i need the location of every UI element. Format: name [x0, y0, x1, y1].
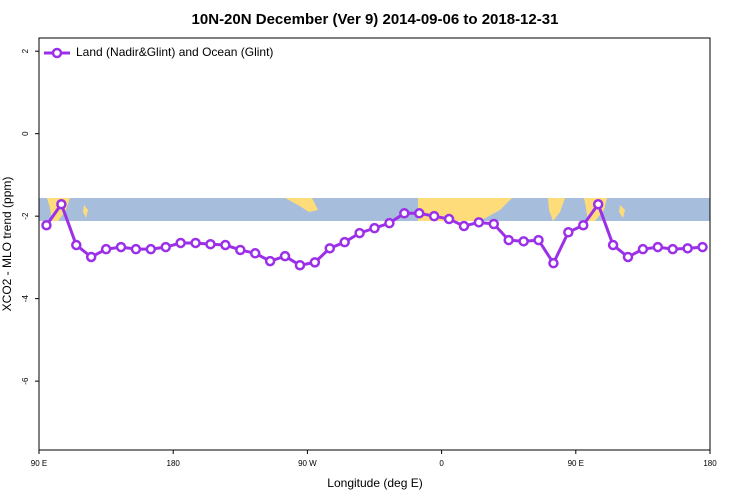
data-point: [71, 239, 82, 251]
x-tick-label: 90 E: [568, 459, 584, 468]
map-strip: [39, 198, 710, 221]
data-point: [56, 198, 67, 210]
data-point: [548, 257, 559, 269]
data-point: [220, 239, 231, 251]
data-point: [115, 241, 127, 253]
x-tick-label: 90 W: [298, 459, 317, 468]
data-point: [503, 234, 514, 246]
data-point: [190, 237, 201, 249]
y-tick-label: -6: [21, 377, 30, 385]
data-point: [607, 239, 619, 251]
plot-frame: [38, 37, 711, 451]
data-point: [369, 222, 380, 234]
data-point: [175, 237, 186, 249]
data-point: [578, 219, 589, 231]
x-tick-label: 180: [167, 459, 181, 468]
data-point: [488, 218, 500, 230]
data-point: [384, 217, 395, 229]
data-point: [354, 227, 365, 239]
data-point: [100, 243, 112, 255]
data-point: [458, 220, 470, 232]
y-tick-label: 0: [21, 131, 30, 136]
legend: Land (Nadir&Glint) and Ocean (Glint): [44, 45, 273, 59]
data-point: [443, 213, 455, 225]
data-point: [667, 243, 678, 255]
land: [285, 198, 318, 212]
data-point: [413, 208, 425, 219]
x-tick-label: 0: [439, 459, 444, 468]
data-point: [399, 208, 410, 219]
x-tick-label: 180: [703, 459, 717, 468]
x-axis-label: Longitude (deg E): [327, 476, 422, 490]
data-point: [130, 243, 142, 255]
data-point: [622, 251, 634, 263]
data-point: [309, 257, 321, 268]
data-point: [533, 234, 544, 246]
data-point: [235, 244, 246, 256]
data-point: [518, 236, 529, 247]
y-tick-label: -4: [21, 295, 30, 303]
data-point: [249, 248, 261, 259]
chart-title: 10N-20N December (Ver 9) 2014-09-06 to 2…: [192, 11, 559, 28]
x-tick-label: 90 E: [31, 459, 47, 468]
data-point: [160, 241, 171, 253]
land: [548, 198, 565, 221]
ocean: [39, 198, 710, 221]
data-point: [592, 198, 604, 210]
legend-label: Land (Nadir&Glint) and Ocean (Glint): [76, 45, 273, 59]
data-point: [652, 241, 664, 253]
data-point: [324, 243, 336, 254]
data-point: [339, 236, 350, 248]
land: [418, 198, 512, 221]
data-point: [563, 226, 574, 238]
data-point: [264, 255, 276, 267]
data-point: [41, 219, 52, 231]
land: [619, 205, 625, 218]
data-point: [279, 250, 291, 262]
data-point: [145, 243, 157, 255]
data-point: [682, 243, 693, 254]
y-tick-label: -2: [21, 212, 30, 220]
land: [83, 205, 88, 218]
data-point: [85, 251, 97, 263]
data-point: [637, 243, 649, 255]
y-axis-label: XCO2 - MLO trend (ppm): [0, 177, 14, 312]
y-tick-label: 2: [21, 48, 30, 53]
data-point: [294, 259, 306, 271]
data-point: [473, 217, 485, 228]
data-point: [428, 210, 440, 222]
data-point: [205, 238, 216, 250]
data-point: [697, 241, 708, 253]
legend-marker: [51, 47, 63, 59]
